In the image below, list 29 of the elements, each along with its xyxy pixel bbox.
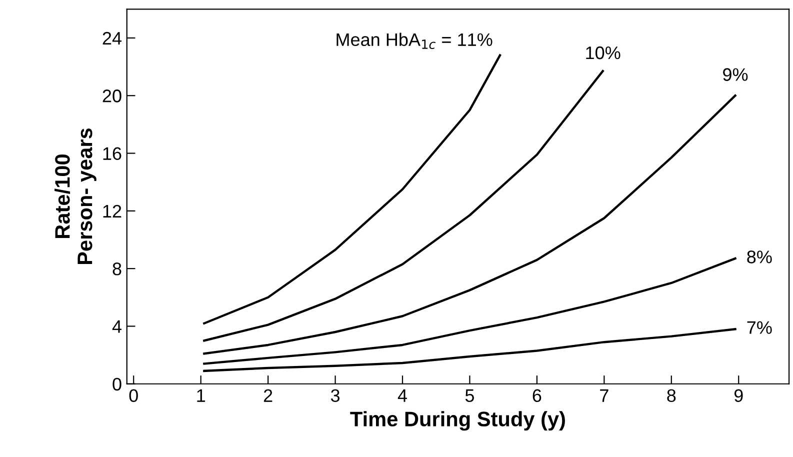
y-tick-label: 20 bbox=[102, 90, 122, 102]
x-tick-label: 3 bbox=[330, 389, 340, 402]
x-tick-label: 2 bbox=[264, 389, 272, 402]
x-tick-label: 5 bbox=[465, 389, 474, 402]
y-tick-label: 4 bbox=[112, 320, 122, 333]
annotation: 7% bbox=[747, 321, 772, 334]
annotation: 10% bbox=[586, 46, 620, 60]
x-tick-label: 6 bbox=[532, 389, 542, 402]
x-tick-label: 7 bbox=[600, 389, 608, 402]
line-series bbox=[203, 328, 736, 372]
line-series bbox=[203, 257, 736, 365]
y-tick-label: 8 bbox=[112, 262, 122, 276]
y-tick-label: 0 bbox=[112, 378, 122, 391]
x-tick-label: 4 bbox=[398, 389, 407, 402]
y-tick-label: 24 bbox=[102, 32, 122, 45]
x-tick-label: 8 bbox=[667, 389, 676, 402]
line-series bbox=[203, 70, 604, 342]
x-tick-label: 9 bbox=[734, 389, 743, 402]
line-series bbox=[203, 94, 736, 355]
x-axis-title: Time During Study (y) bbox=[350, 411, 565, 431]
annotation: 8% bbox=[747, 250, 772, 264]
x-tick-label: 1 bbox=[197, 389, 205, 402]
x-tick-label: 0 bbox=[129, 389, 138, 402]
line-series bbox=[203, 54, 502, 324]
y-tick-label: 16 bbox=[103, 147, 122, 160]
annotation: Mean HbA$_{1c}$ = 11% bbox=[336, 32, 492, 50]
y-axis-title: Rate/100 Person- years bbox=[54, 128, 96, 264]
annotation: 9% bbox=[723, 68, 748, 81]
y-tick-label: 12 bbox=[103, 204, 122, 218]
